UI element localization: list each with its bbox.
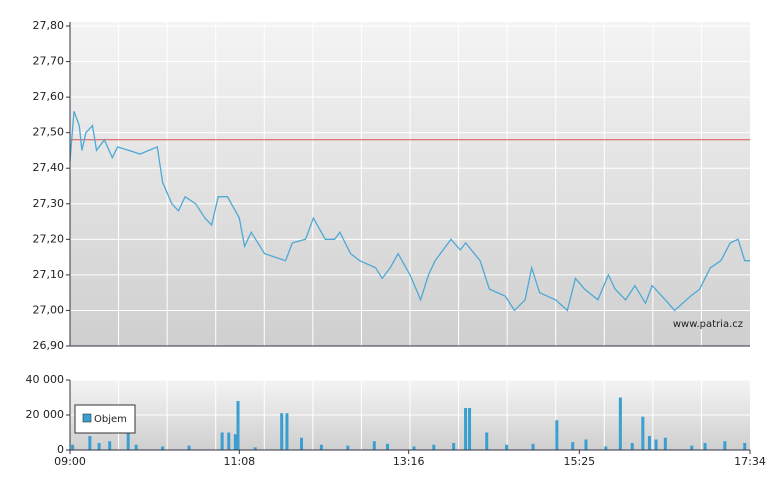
volume-bar xyxy=(233,434,237,450)
volume-bar xyxy=(71,444,75,450)
volume-bar xyxy=(126,422,130,450)
volume-bar xyxy=(285,413,289,450)
y-tick-label: 27,10 xyxy=(33,268,65,281)
volume-bar xyxy=(161,446,165,450)
volume-bar xyxy=(584,439,588,450)
y-tick-label: 27,70 xyxy=(33,55,65,68)
volume-bar xyxy=(386,443,390,450)
volume-bar xyxy=(464,408,468,450)
y-tick-label: 27,30 xyxy=(33,197,65,210)
volume-bar xyxy=(372,441,376,450)
volume-bar xyxy=(227,432,231,450)
y-tick-label: 27,80 xyxy=(33,19,65,32)
y-tick-label: 27,40 xyxy=(33,161,65,174)
x-tick-label: 15:25 xyxy=(563,455,595,468)
volume-bar xyxy=(432,444,436,450)
y-tick-label: 40 000 xyxy=(26,373,65,386)
volume-bar xyxy=(690,445,694,450)
volume-bar xyxy=(604,446,608,450)
volume-bar xyxy=(630,443,634,450)
volume-bar xyxy=(346,445,350,450)
volume-bar xyxy=(743,443,747,450)
volume-bar xyxy=(134,444,138,450)
volume-bar xyxy=(618,397,622,450)
legend-label: Objem xyxy=(94,414,127,425)
y-tick-label: 20 000 xyxy=(26,408,65,421)
x-tick-label: 17:34 xyxy=(734,455,766,468)
volume-bar xyxy=(452,443,456,450)
volume-bar xyxy=(555,420,559,450)
x-tick-label: 09:00 xyxy=(54,455,86,468)
volume-bar xyxy=(88,436,92,450)
watermark: www.patria.cz xyxy=(673,319,743,330)
price-line xyxy=(69,111,750,312)
x-tick-label: 13:16 xyxy=(393,455,425,468)
volume-bar xyxy=(236,401,240,450)
volume-bar xyxy=(468,408,472,450)
volume-bar xyxy=(531,443,535,450)
x-tick-label: 11:08 xyxy=(223,455,255,468)
y-tick-label: 27,00 xyxy=(33,303,65,316)
y-tick-label: 0 xyxy=(57,443,64,456)
volume-bar xyxy=(253,447,257,450)
y-tick-label: 26,90 xyxy=(33,339,65,352)
volume-bar xyxy=(187,445,191,450)
volume-bar xyxy=(319,444,323,450)
legend-swatch xyxy=(82,413,92,423)
volume-bar xyxy=(663,437,667,450)
volume-bar xyxy=(97,443,101,450)
volume-bar xyxy=(300,437,304,450)
volume-bar xyxy=(654,439,658,450)
y-tick-label: 27,60 xyxy=(33,90,65,103)
volume-bar xyxy=(505,444,509,450)
volume-bar xyxy=(641,416,645,450)
volume-bar xyxy=(412,446,416,450)
volume-bar xyxy=(723,441,727,450)
volume-bar xyxy=(108,441,112,450)
volume-bar xyxy=(647,436,651,450)
volume-bar xyxy=(220,432,224,450)
y-tick-label: 27,50 xyxy=(33,126,65,139)
volume-bar xyxy=(571,442,575,450)
volume-bar xyxy=(280,413,284,450)
y-tick-label: 27,20 xyxy=(33,232,65,245)
volume-bar xyxy=(485,432,489,450)
volume-bar xyxy=(703,443,707,450)
